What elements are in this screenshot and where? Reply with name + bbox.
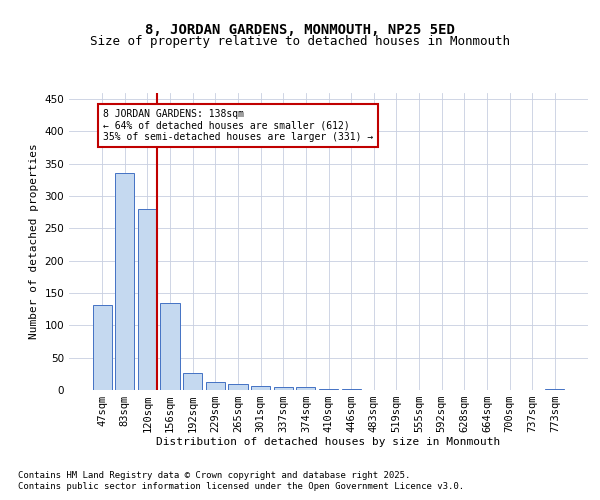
Bar	[138, 209, 157, 390]
Bar	[115, 172, 134, 390]
X-axis label: Distribution of detached houses by size in Monmouth: Distribution of detached houses by size …	[157, 436, 500, 446]
Text: 8 JORDAN GARDENS: 138sqm
← 64% of detached houses are smaller (612)
35% of semi-: 8 JORDAN GARDENS: 138sqm ← 64% of detach…	[103, 108, 373, 142]
Text: Contains public sector information licensed under the Open Government Licence v3: Contains public sector information licen…	[18, 482, 464, 491]
Text: Size of property relative to detached houses in Monmouth: Size of property relative to detached ho…	[90, 35, 510, 48]
Text: Contains HM Land Registry data © Crown copyright and database right 2025.: Contains HM Land Registry data © Crown c…	[18, 471, 410, 480]
Bar	[206, 382, 225, 390]
Bar	[229, 384, 248, 390]
Bar	[274, 387, 293, 390]
Bar	[183, 372, 202, 390]
Bar	[296, 388, 316, 390]
Bar	[160, 302, 180, 390]
Y-axis label: Number of detached properties: Number of detached properties	[29, 144, 39, 339]
Bar	[92, 304, 112, 390]
Text: 8, JORDAN GARDENS, MONMOUTH, NP25 5ED: 8, JORDAN GARDENS, MONMOUTH, NP25 5ED	[145, 22, 455, 36]
Bar	[251, 386, 270, 390]
